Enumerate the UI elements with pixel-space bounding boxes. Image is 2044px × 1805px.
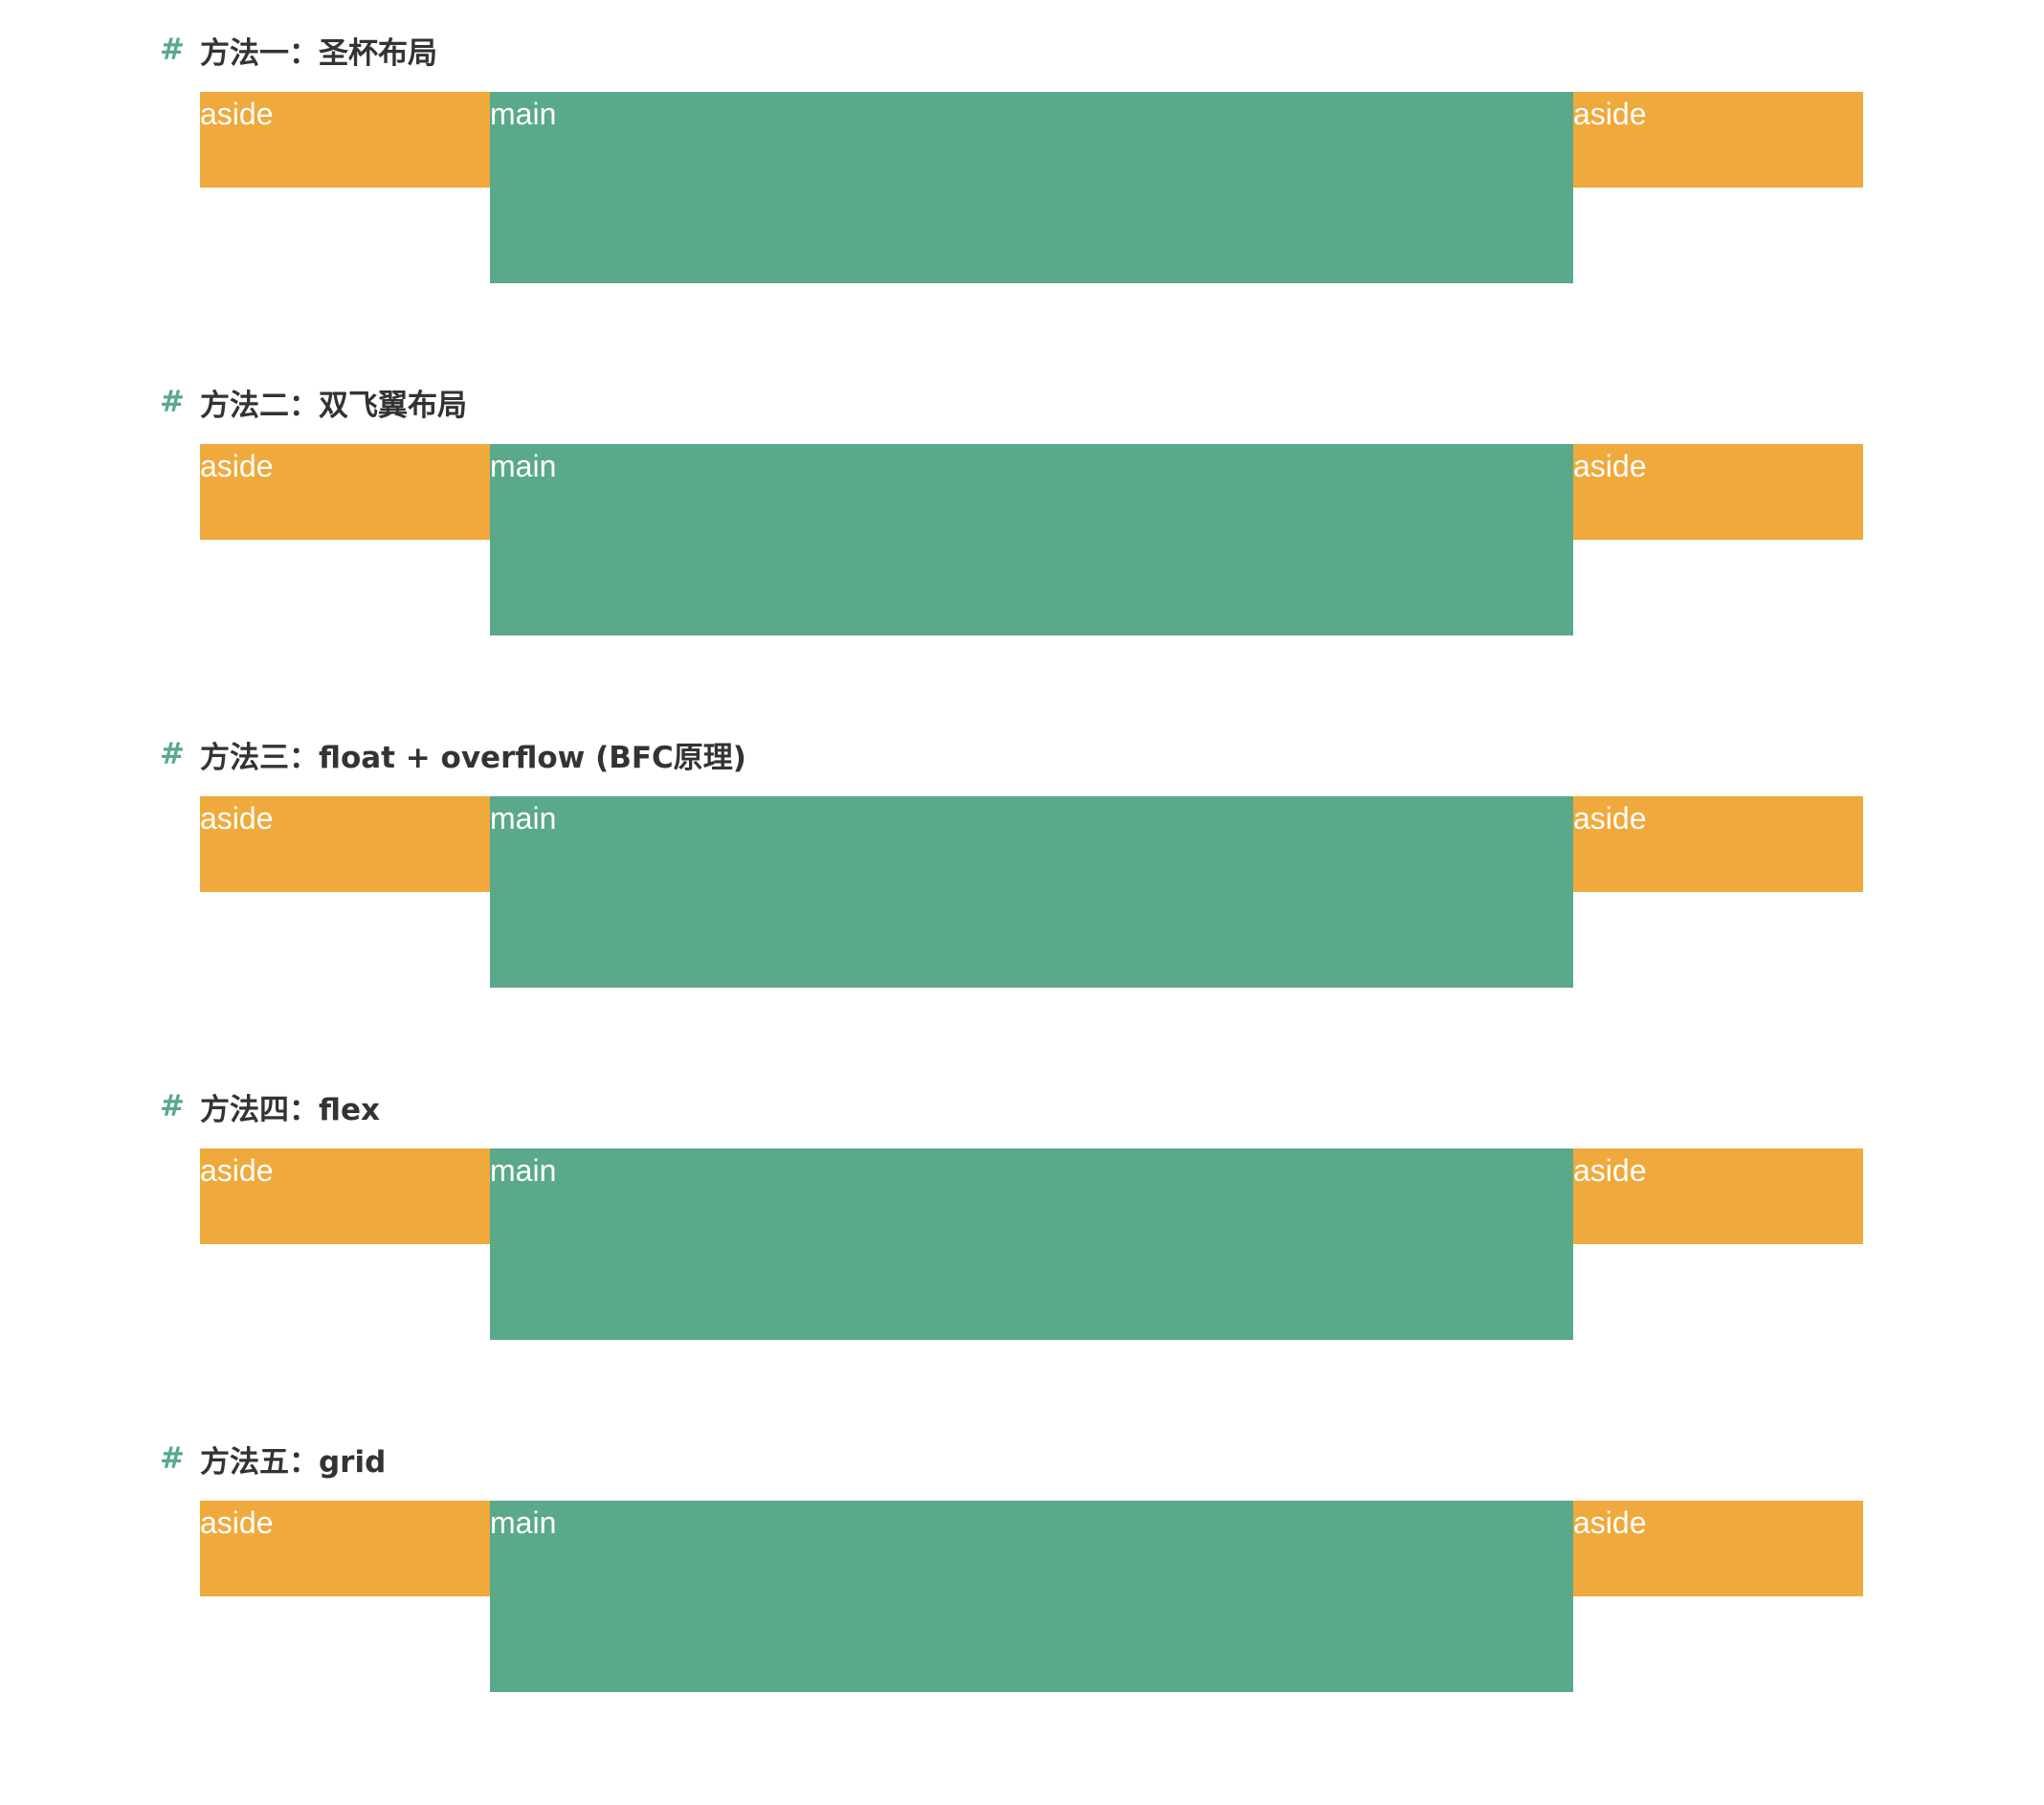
section-grid: # 方法五：grid aside main aside: [0, 1409, 2044, 1725]
heading-title: 方法四：flex: [199, 1092, 380, 1127]
section-flex: # 方法四：flex aside main aside: [0, 1057, 2044, 1372]
heading-anchor-link[interactable]: #: [160, 1441, 185, 1476]
heading-title: 方法三：float + overflow (BFC原理): [199, 740, 746, 775]
main-box: main: [490, 444, 1573, 635]
main-box: main: [490, 92, 1573, 283]
heading-title: 方法五：grid: [199, 1444, 387, 1480]
aside-left-box: aside: [200, 1501, 490, 1596]
heading-anchor-link[interactable]: #: [160, 737, 185, 771]
section-heading: # 方法一：圣杯布局: [160, 29, 437, 71]
heading-anchor-link[interactable]: #: [160, 1089, 185, 1124]
aside-right-box: aside: [1573, 444, 1863, 540]
heading-anchor-link[interactable]: #: [160, 385, 185, 419]
section-float-overflow: # 方法三：float + overflow (BFC原理) aside mai…: [0, 704, 2044, 1020]
aside-left-box: aside: [200, 444, 490, 540]
heading-title: 方法二：双飞翼布局: [199, 388, 467, 423]
main-box: main: [490, 1148, 1573, 1340]
section-holy-grail: # 方法一：圣杯布局 aside main aside: [0, 0, 2044, 316]
heading-title: 方法一：圣杯布局: [199, 35, 437, 71]
aside-right-box: aside: [1573, 1501, 1863, 1596]
aside-right-box: aside: [1573, 1148, 1863, 1244]
section-heading: # 方法四：flex: [160, 1085, 380, 1127]
aside-left-box: aside: [200, 796, 490, 892]
aside-left-box: aside: [200, 92, 490, 188]
section-heading: # 方法二：双飞翼布局: [160, 381, 467, 423]
section-heading: # 方法五：grid: [160, 1437, 386, 1480]
heading-anchor-link[interactable]: #: [160, 33, 185, 67]
main-box: main: [490, 796, 1573, 988]
aside-right-box: aside: [1573, 92, 1863, 188]
aside-left-box: aside: [200, 1148, 490, 1244]
section-heading: # 方法三：float + overflow (BFC原理): [160, 733, 746, 775]
section-double-wing: # 方法二：双飞翼布局 aside main aside: [0, 352, 2044, 668]
main-box: main: [490, 1501, 1573, 1692]
aside-right-box: aside: [1573, 796, 1863, 892]
